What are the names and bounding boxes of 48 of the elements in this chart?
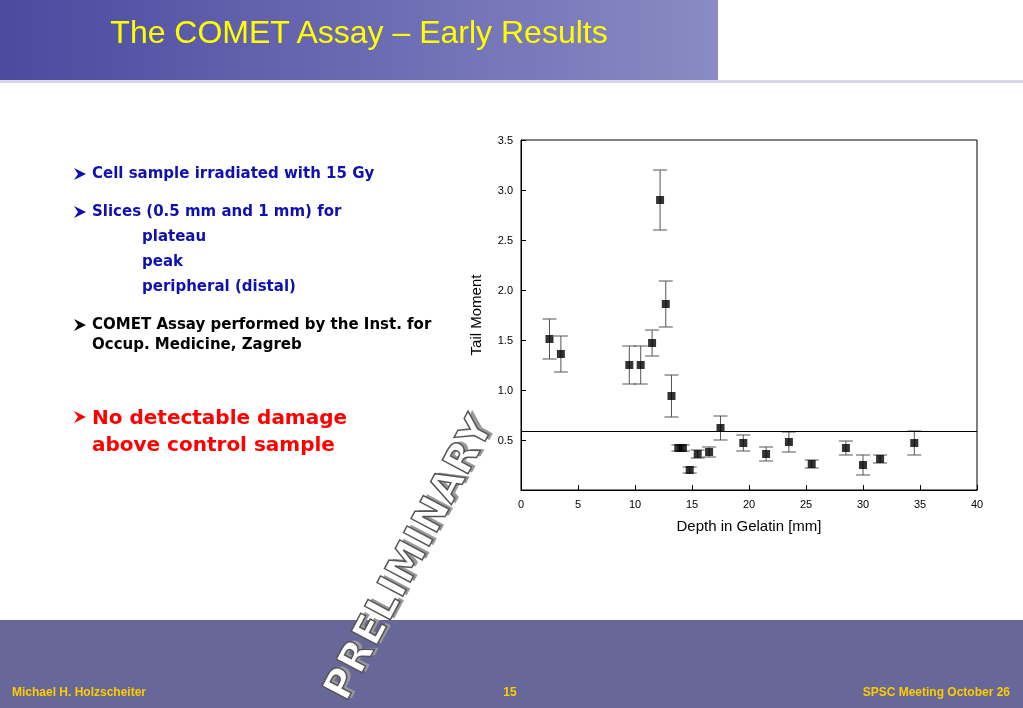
point — [667, 392, 676, 400]
y-tick-label: 0.5 — [497, 434, 513, 446]
x-tick-label: 25 — [799, 497, 813, 510]
y-axis-title: Tail Moment — [467, 273, 484, 356]
x-tick-label: 20 — [742, 497, 756, 510]
text: Slices (0.5 mm and 1 mm) for — [92, 202, 342, 220]
y-tick-label: 1.0 — [497, 384, 513, 396]
text: Michael H. Holzscheiter — [12, 685, 147, 699]
point — [739, 439, 748, 447]
x-tick-label: 15 — [685, 497, 699, 510]
point — [859, 461, 867, 469]
point — [784, 438, 793, 446]
point — [716, 424, 725, 432]
point — [705, 448, 714, 456]
point — [625, 361, 634, 369]
x-tick-label: 0 — [517, 497, 525, 510]
point — [656, 196, 665, 204]
y-tick-label: 2.0 — [497, 284, 513, 296]
x-tick-label: 40 — [970, 497, 984, 510]
text: Cell sample irradiated with 15 Gy — [92, 164, 375, 182]
x-tick-label: 5 — [574, 497, 582, 510]
point — [545, 335, 554, 343]
y-tick-label: 2.5 — [497, 234, 513, 246]
text: plateau — [142, 227, 207, 245]
text: peak — [142, 252, 184, 270]
y-tick-label: 3.0 — [497, 184, 513, 196]
x-tick-label: 35 — [913, 497, 927, 510]
text: 15 — [503, 685, 517, 699]
point — [685, 466, 694, 474]
point — [807, 460, 816, 468]
x-tick-label: 30 — [856, 497, 870, 510]
x-axis-title: Depth in Gelatin [mm] — [676, 517, 822, 534]
point — [762, 450, 771, 458]
y-tick-label: 3.5 — [497, 134, 513, 146]
text: COMET Assay performed by the Inst. for Occup. Medicine, Zagreb — [92, 315, 432, 354]
x-tick-label: 10 — [628, 497, 642, 510]
point — [648, 339, 657, 347]
point — [693, 450, 702, 458]
point — [910, 439, 919, 447]
point — [876, 455, 885, 463]
text: SPSC Meeting October 26 — [862, 685, 1010, 699]
y-tick-label: 1.5 — [497, 334, 513, 346]
point — [636, 361, 645, 369]
point — [661, 300, 670, 308]
point — [556, 350, 565, 358]
chart-title: The COMET Assay – Early Results — [109, 14, 609, 51]
point — [841, 444, 850, 452]
text: peripheral (distal) — [142, 277, 296, 295]
